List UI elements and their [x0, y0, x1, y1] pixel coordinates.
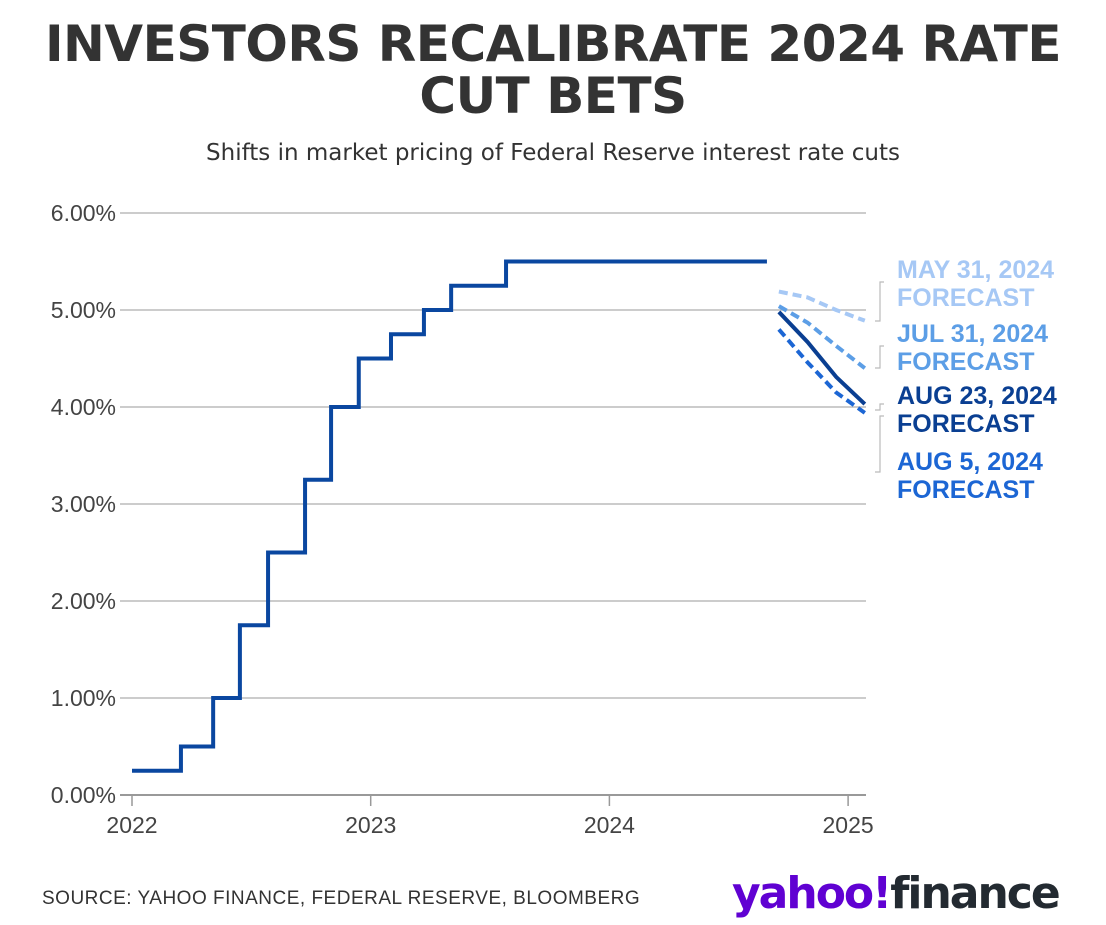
series-line-1 [778, 289, 866, 323]
y-tick-label: 0.00% [51, 782, 116, 808]
forecast-label-suffix: FORECAST [897, 476, 1035, 504]
logo-finance: finance [890, 868, 1060, 919]
label-leader [875, 403, 884, 411]
x-tick-label: 2024 [584, 812, 635, 838]
series-line-4 [777, 328, 866, 415]
label-leader [875, 345, 884, 369]
label-leader [875, 415, 884, 473]
chart-subtitle: Shifts in market pricing of Federal Rese… [206, 140, 900, 166]
forecast-label-date: AUG 23, 2024 [897, 382, 1057, 410]
x-tick-label: 2023 [345, 812, 396, 838]
forecast-label-date: MAY 31, 2024 [897, 256, 1054, 284]
x-tick-label: 2025 [823, 812, 874, 838]
x-tick-label: 2022 [106, 812, 157, 838]
y-tick-label: 6.00% [51, 200, 116, 226]
source-note: SOURCE: YAHOO FINANCE, FEDERAL RESERVE, … [42, 888, 641, 909]
y-tick-label: 4.00% [51, 394, 116, 420]
y-tick-label: 5.00% [51, 297, 116, 323]
forecast-label-suffix: FORECAST [897, 284, 1035, 312]
series-line-3 [777, 310, 867, 406]
series-line-2 [777, 304, 867, 370]
forecast-label-suffix: FORECAST [897, 348, 1035, 376]
y-tick-label: 1.00% [51, 685, 116, 711]
label-leader [875, 281, 884, 322]
yahoo-finance-logo: yahoo!finance [732, 868, 1061, 919]
forecast-label-date: JUL 31, 2024 [897, 320, 1048, 348]
y-tick-label: 3.00% [51, 491, 116, 517]
series-line-0 [132, 259, 767, 773]
chart-title: INVESTORS RECALIBRATE 2024 RATE CUT BETS [44, 15, 1062, 125]
y-tick-label: 2.00% [51, 588, 116, 614]
logo-yahoo: yahoo! [732, 868, 892, 919]
forecast-label-suffix: FORECAST [897, 410, 1035, 438]
forecast-label-date: AUG 5, 2024 [897, 448, 1043, 476]
